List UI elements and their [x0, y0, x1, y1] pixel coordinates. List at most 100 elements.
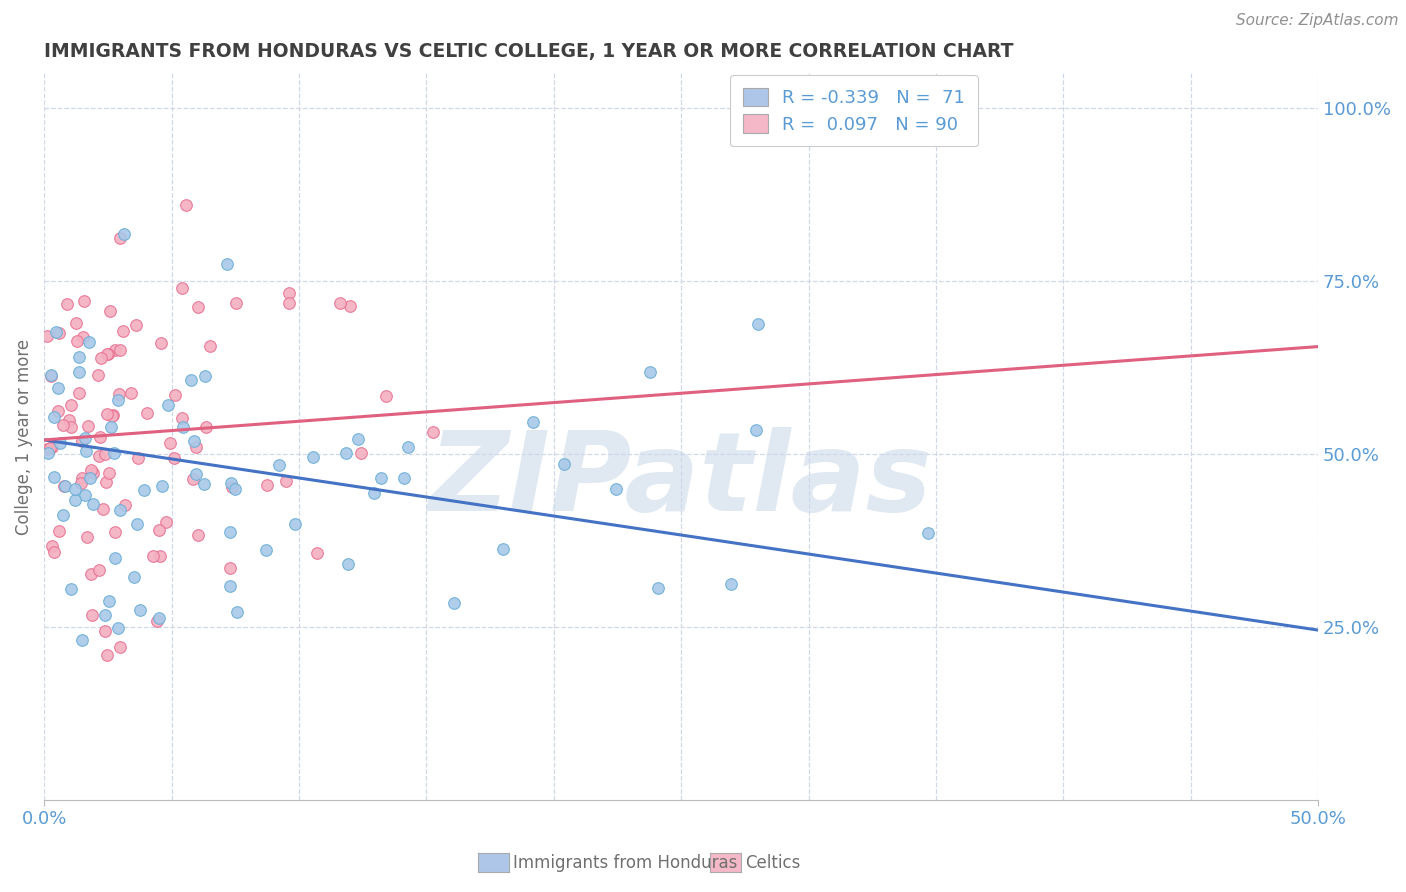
Y-axis label: College, 1 year or more: College, 1 year or more [15, 338, 32, 534]
Point [146, 614, 169, 628]
Text: Source: ZipAtlas.com: Source: ZipAtlas.com [1236, 13, 1399, 29]
Point [745, 423, 768, 437]
Point [75, 431, 97, 445]
Point [96, 648, 118, 662]
Point [38, 441, 60, 455]
Point [553, 457, 575, 471]
Point [363, 486, 385, 500]
Text: Celtics: Celtics [745, 854, 800, 871]
Point [73, 487, 96, 501]
Point [75, 443, 97, 458]
Text: IMMIGRANTS FROM HONDURAS VS CELTIC COLLEGE, 1 YEAR OR MORE CORRELATION CHART: IMMIGRANTS FROM HONDURAS VS CELTIC COLLE… [44, 42, 1014, 61]
Point [91, 502, 114, 516]
Point [269, 458, 291, 473]
Point [112, 227, 135, 241]
Point [35, 442, 58, 456]
Point [142, 549, 165, 563]
Point [80, 463, 103, 477]
Point [157, 398, 180, 412]
Point [45, 325, 67, 339]
Point [94, 475, 117, 489]
Point [256, 478, 278, 492]
Point [96, 347, 118, 361]
Point [80, 607, 103, 622]
Point [284, 517, 307, 532]
Point [226, 605, 249, 619]
Point [104, 343, 127, 358]
Point [39, 369, 62, 384]
Point [114, 498, 136, 512]
Point [108, 231, 131, 245]
Point [305, 546, 328, 560]
Point [72, 330, 94, 344]
Point [183, 434, 205, 448]
Point [647, 581, 669, 595]
Point [187, 527, 209, 541]
Point [149, 549, 172, 563]
Point [172, 281, 194, 295]
Point [422, 425, 444, 439]
Point [39, 368, 62, 383]
Point [46, 381, 69, 395]
Point [69, 475, 91, 490]
Point [219, 579, 242, 593]
Point [98, 304, 121, 318]
Point [148, 611, 170, 625]
Point [104, 524, 127, 539]
Point [96, 408, 118, 422]
Point [42, 545, 65, 559]
Point [194, 368, 217, 383]
Point [53, 479, 76, 493]
Point [101, 409, 124, 424]
Point [215, 257, 238, 271]
Point [37, 446, 59, 460]
Point [108, 343, 131, 357]
Point [218, 561, 240, 575]
Point [58, 413, 80, 427]
Point [165, 388, 187, 402]
Point [73, 293, 96, 308]
Text: Immigrants from Honduras: Immigrants from Honduras [513, 854, 738, 871]
Point [150, 335, 173, 350]
Point [48, 524, 70, 538]
Legend: R = -0.339   N =  71, R =  0.097   N = 90: R = -0.339 N = 71, R = 0.097 N = 90 [730, 75, 977, 146]
Point [224, 482, 246, 496]
Point [94, 607, 117, 622]
Point [278, 285, 301, 300]
Point [60, 420, 83, 434]
Point [221, 480, 243, 494]
Point [174, 198, 197, 212]
Point [79, 471, 101, 485]
Point [605, 483, 627, 497]
Point [172, 420, 194, 434]
Point [48, 326, 70, 341]
Point [128, 603, 150, 617]
Point [492, 542, 515, 557]
Point [198, 339, 221, 353]
Point [640, 365, 662, 379]
Point [150, 479, 173, 493]
Point [127, 451, 149, 466]
Point [41, 440, 63, 454]
Point [67, 351, 90, 365]
Point [77, 334, 100, 349]
Point [274, 474, 297, 488]
Point [70, 632, 93, 647]
Point [148, 523, 170, 537]
Point [94, 624, 117, 638]
Point [335, 446, 357, 460]
Point [65, 317, 87, 331]
Point [67, 365, 90, 379]
Point [184, 467, 207, 482]
Point [917, 526, 939, 541]
Point [225, 296, 247, 310]
Point [443, 596, 465, 610]
Point [67, 386, 90, 401]
Point [120, 385, 142, 400]
Point [97, 594, 120, 608]
Point [97, 347, 120, 361]
Point [329, 295, 352, 310]
Point [48, 404, 70, 418]
Point [346, 432, 368, 446]
Point [103, 551, 125, 566]
